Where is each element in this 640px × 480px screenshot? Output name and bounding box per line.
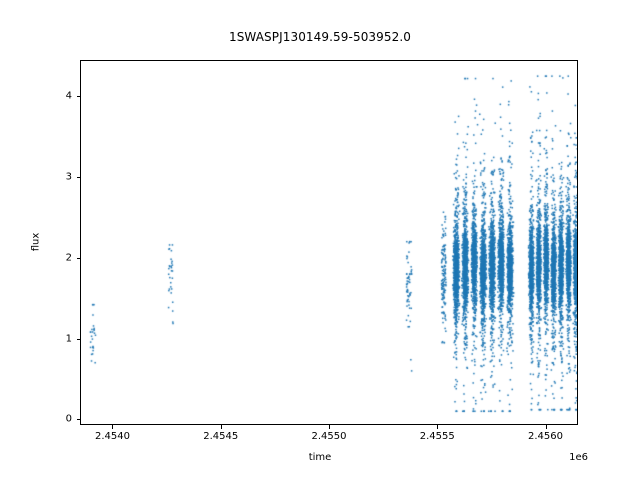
- y-tick-label: 4: [65, 90, 72, 102]
- y-tick-label: 0: [65, 413, 72, 425]
- y-tick-mark: [76, 96, 80, 98]
- plot-area: [80, 60, 578, 425]
- x-axis-label: time: [308, 452, 332, 463]
- x-tick-mark: [545, 425, 547, 429]
- y-tick-mark: [76, 177, 80, 179]
- x-tick-label: 2.4550: [311, 431, 347, 442]
- scatter-points-canvas: [81, 61, 577, 424]
- y-axis-label: flux: [30, 232, 42, 252]
- x-tick-label: 2.4540: [94, 431, 130, 442]
- x-tick-mark: [437, 425, 439, 429]
- x-tick-mark: [112, 425, 114, 429]
- y-tick-label: 3: [65, 171, 72, 183]
- x-tick-mark: [329, 425, 330, 429]
- page-title: 1SWASPJ130149.59-503952.0: [228, 30, 412, 44]
- x-tick-label: 2.4545: [203, 431, 239, 442]
- y-tick-label: 1: [65, 333, 72, 345]
- y-tick-label: 2: [65, 252, 72, 264]
- x-axis-offset-label: 1e6: [569, 452, 588, 463]
- x-tick-mark: [220, 425, 222, 429]
- y-tick-mark: [76, 338, 80, 340]
- y-tick-mark: [76, 419, 80, 421]
- y-tick-mark: [76, 257, 80, 259]
- x-tick-label: 2.4560: [528, 431, 564, 442]
- x-tick-label: 2.4555: [419, 431, 455, 442]
